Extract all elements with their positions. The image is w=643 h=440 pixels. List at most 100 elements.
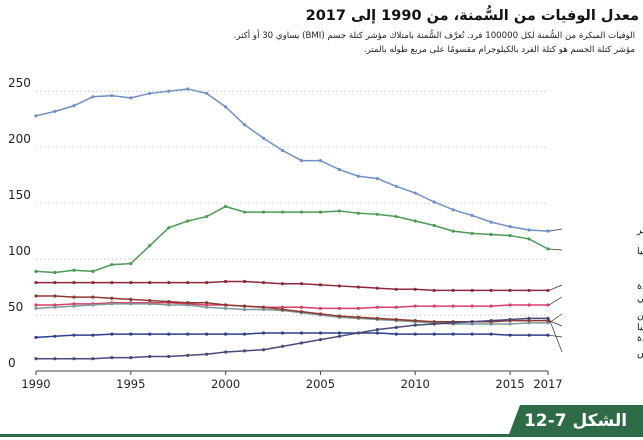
figure-divider [0,434,643,437]
data-point [318,283,323,287]
data-point [167,332,171,336]
data-point [318,331,323,335]
data-point [451,288,455,293]
data-point [356,331,360,335]
data-point [318,158,323,163]
data-point [91,357,95,361]
x-tick-label: 2017 [533,377,562,391]
data-point [91,95,95,99]
data-point [129,297,133,301]
data-point [110,94,114,98]
data-point [508,233,512,238]
data-point [280,305,285,309]
chart-title: معدل الوفيات من السُّمنة، من 1990 إلى 20… [305,8,639,24]
data-point [508,317,512,322]
data-point [451,208,455,212]
data-point [205,332,209,336]
data-point [489,332,493,336]
data-point [394,214,398,219]
data-point [129,280,133,285]
data-point [432,320,436,324]
data-point [167,354,171,359]
data-point [53,280,57,285]
y-tick-label: 250 [8,76,31,90]
data-point [432,288,436,293]
data-point [318,338,323,342]
chart-note-line-1: الوفيات المبكرة من السُّمنة لكل 100000 ف… [233,31,635,41]
series-points-8 [34,316,550,361]
data-point [489,232,493,237]
chart-note-line-2: مؤشر كتلة الجسم هو كتلة الفرد بالكيلوجرا… [363,45,635,55]
series-label: ألمانيا [637,320,643,333]
data-point [280,210,285,214]
data-point [280,344,285,348]
data-point [451,321,455,325]
data-point [413,323,417,327]
data-point [527,321,531,325]
data-point [242,279,247,284]
data-point [34,303,38,307]
data-point [470,332,474,336]
data-point [394,317,398,322]
data-point [53,109,57,113]
data-point [394,325,398,329]
data-point [242,349,247,353]
data-point [205,303,209,307]
data-point [261,210,266,214]
y-tick-label: 100 [8,244,31,258]
series-line-5 [35,303,548,325]
data-point [34,357,38,361]
data-point [489,288,493,293]
data-point [470,213,474,218]
data-point [91,280,95,285]
data-point [72,295,76,299]
data-point [186,87,190,91]
data-point [129,302,133,306]
data-point [148,302,152,306]
x-tick-label: 2005 [306,377,335,391]
label-leader [548,296,563,306]
data-point [489,322,493,326]
series-label: جنوب أفريقيا [637,244,643,257]
series-line-6 [36,295,548,323]
data-point [299,341,304,345]
data-point [432,223,436,228]
data-point [110,296,114,300]
data-point [72,357,76,361]
data-point [337,314,342,318]
label-leader [548,284,563,291]
data-point [337,284,342,288]
label-leader [548,228,563,232]
data-point [375,327,379,332]
data-point [72,104,76,108]
data-point [356,306,360,310]
data-point [34,294,38,298]
data-point [34,306,38,310]
data-point [167,89,171,93]
data-point [186,353,190,357]
data-point [34,280,38,285]
data-point [527,303,531,307]
data-point [53,334,57,338]
data-point [72,268,76,272]
series-label: المملكة المتحدة [637,333,643,344]
data-point [53,270,57,275]
series-points-7 [34,331,550,340]
data-point [129,261,133,266]
data-point [224,279,228,284]
data-point [53,305,57,309]
data-point [394,184,398,188]
series-label: الولايات المتحدة [637,281,643,292]
data-point [413,287,417,291]
line-chart: 0 50 100 150 200 250 1990 1995 2000 2005 2010 2015 2… [8,76,643,391]
label-leader [548,318,563,353]
data-point [280,282,285,286]
data-point [356,211,360,215]
data-point [356,174,360,178]
series-line-7 [35,332,548,339]
data-point [224,105,228,109]
data-point [470,288,474,293]
data-point [53,357,57,361]
series-points-1 [34,87,550,233]
data-point [337,334,342,338]
